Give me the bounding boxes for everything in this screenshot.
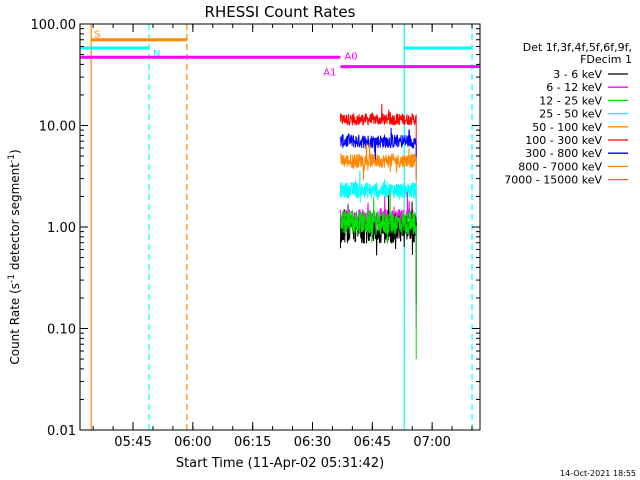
- axes-frame: [79, 23, 481, 431]
- state-bar-label-3: A0: [344, 51, 357, 62]
- y-label-main: Count Rate (s: [8, 283, 22, 365]
- legend-header-0: Det 1f,3f,4f,5f,6f,9f,: [523, 41, 632, 54]
- x-axis-label: Start Time (11-Apr-02 05:31:42): [176, 456, 384, 471]
- legend-label-5: 100 - 300 keV: [525, 134, 602, 147]
- x-tick-label-0: 05:45: [114, 435, 151, 450]
- legend-label-2: 12 - 25 keV: [539, 94, 602, 107]
- x-tick-label-5: 07:00: [413, 435, 450, 450]
- series-line-6: [340, 190, 417, 360]
- y-tick-label-0: 0.01: [47, 424, 76, 439]
- legend-label-1: 6 - 12 keV: [546, 81, 602, 94]
- axes: 0.01 0.10 1.00 10.00 100.00 05:45 06:00 06:15 06…: [31, 18, 481, 450]
- y-label-sup2: -1: [7, 154, 17, 163]
- y-axis-label: Count Rate (s-1 detector segment-1): [7, 149, 22, 364]
- state-bar-label-0: S: [94, 30, 100, 41]
- legend-header-1: FDecim 1: [580, 53, 632, 66]
- y-label-end: ): [8, 149, 22, 154]
- y-tick-label-1: 0.10: [47, 323, 76, 338]
- series-line-3: [339, 170, 417, 311]
- plot-area: S N A0 A1: [79, 24, 480, 430]
- chart-title: RHESSI Count Rates: [205, 3, 356, 21]
- legend-label-6: 300 - 800 keV: [525, 147, 602, 160]
- x-tick-label-3: 06:30: [294, 435, 331, 450]
- y-label-mid: detector segment: [8, 163, 22, 274]
- x-tick-label-2: 06:15: [234, 435, 271, 450]
- state-bar-label-1: N: [153, 49, 160, 60]
- series-line-2: [339, 143, 417, 281]
- state-bar-label-4: A1: [323, 68, 336, 79]
- legend-label-8: 7000 - 15000 keV: [504, 174, 602, 187]
- footer-timestamp: 14-Oct-2021 18:55: [560, 469, 636, 478]
- legend-label-3: 25 - 50 keV: [539, 108, 602, 121]
- legend: Det 1f,3f,4f,5f,6f,9f,FDecim 1 3 - 6 keV6…: [504, 41, 632, 187]
- series-line-0: [339, 103, 417, 157]
- svg-text:Count Rate (s-1 detector segme: Count Rate (s-1 detector segment-1): [7, 149, 22, 364]
- legend-label-4: 50 - 100 keV: [532, 121, 602, 134]
- y-tick-label-4: 100.00: [31, 18, 77, 33]
- x-tick-label-4: 06:45: [354, 435, 391, 450]
- legend-label-0: 3 - 6 keV: [553, 68, 602, 81]
- legend-label-7: 800 - 7000 keV: [518, 160, 602, 173]
- y-tick-label-3: 10.00: [39, 120, 76, 135]
- series-line-1: [339, 127, 417, 179]
- x-tick-label-1: 06:00: [174, 435, 211, 450]
- y-label-sup1: -1: [7, 274, 17, 283]
- y-tick-label-2: 1.00: [47, 221, 76, 236]
